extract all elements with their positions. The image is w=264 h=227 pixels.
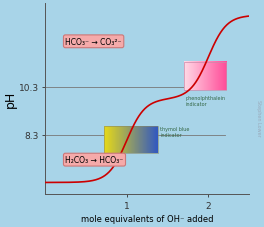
Text: thymol blue
indicator: thymol blue indicator bbox=[160, 127, 190, 138]
X-axis label: mole equivalents of OH⁻ added: mole equivalents of OH⁻ added bbox=[81, 214, 213, 223]
Text: Stephen Lower: Stephen Lower bbox=[256, 100, 261, 136]
Text: phenolphthalein
indicator: phenolphthalein indicator bbox=[186, 96, 225, 107]
Bar bbox=[184, 62, 227, 91]
Y-axis label: pH: pH bbox=[4, 91, 17, 108]
Text: H₂CO₃ → HCO₃⁻: H₂CO₃ → HCO₃⁻ bbox=[65, 155, 124, 164]
Text: HCO₃⁻ → CO₃²⁻: HCO₃⁻ → CO₃²⁻ bbox=[65, 38, 122, 47]
Bar bbox=[104, 127, 158, 153]
